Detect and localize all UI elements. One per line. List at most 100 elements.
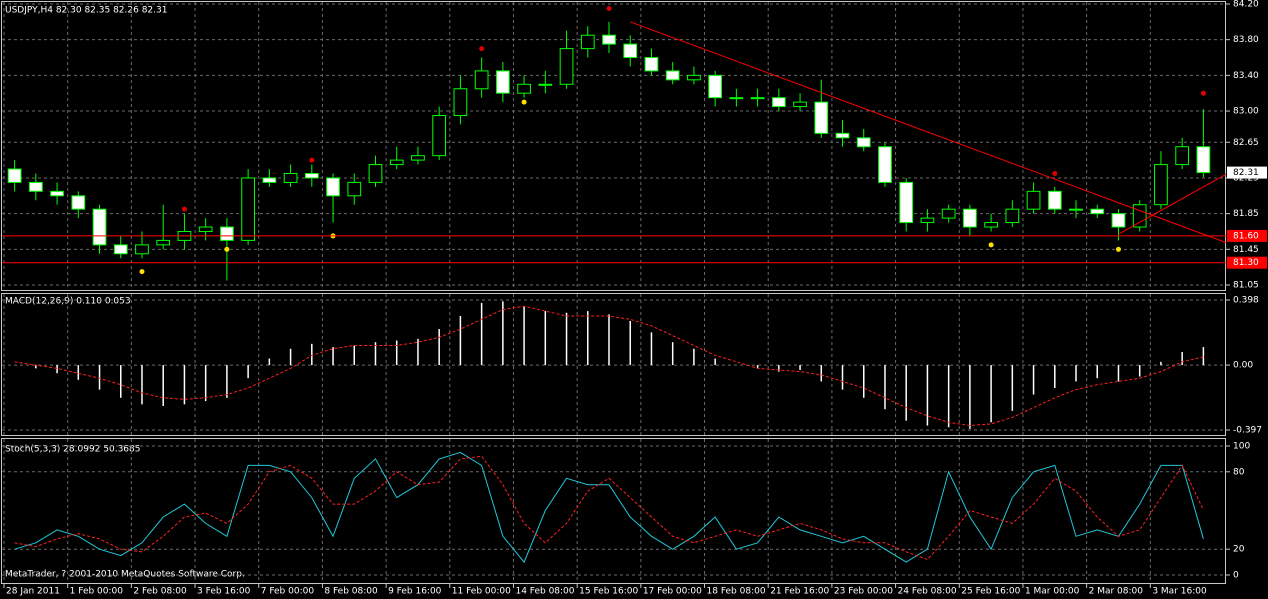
candle-body	[1069, 208, 1083, 211]
x-tick-label: 2 Feb 08:00	[133, 587, 187, 597]
price-label-box	[1227, 229, 1267, 242]
x-tick-label: 24 Feb 08:00	[898, 587, 957, 597]
y-tick-label: 100	[1233, 442, 1250, 452]
stoch-title: Stoch(5,3,3) 28.0992 50.3685	[5, 445, 140, 455]
candle-body	[1175, 146, 1190, 166]
x-tick-label: 1 Feb 00:00	[70, 587, 124, 597]
candle-body	[262, 177, 277, 183]
candle-body	[771, 97, 786, 108]
x-tick-label: 17 Feb 00:00	[643, 587, 702, 597]
fractal	[521, 99, 527, 105]
candle-body	[580, 34, 595, 50]
candle-body	[432, 115, 447, 157]
current-price-box	[1227, 166, 1267, 179]
candle-body	[856, 137, 871, 148]
candle-body	[411, 155, 425, 161]
candle-body	[198, 226, 213, 232]
candle-body	[899, 181, 914, 224]
y-tick-label: 0.398	[1233, 296, 1259, 306]
fractal	[224, 246, 230, 252]
candle-body	[602, 34, 616, 45]
x-tick-label: 25 Feb 16:00	[961, 587, 1020, 597]
current-price-label: 82.31	[1233, 168, 1259, 178]
y-tick-label: 80	[1233, 467, 1245, 477]
pane-frames	[1, 1, 1226, 584]
x-tick-label: 21 Feb 16:00	[770, 587, 829, 597]
y-tick-label: 84.20	[1233, 0, 1259, 10]
x-tick-label: 1 Mar 00:00	[1025, 587, 1080, 597]
macd-pane	[1, 293, 1226, 436]
x-tick-label: 8 Feb 08:00	[324, 587, 378, 597]
y-tick-label: 81.85	[1233, 209, 1259, 219]
price-label-box	[1227, 256, 1267, 269]
x-tick-label: 15 Feb 16:00	[579, 587, 638, 597]
y-tick-label: 81.05	[1233, 281, 1259, 291]
fractal	[309, 157, 315, 163]
x-tick-label: 23 Feb 00:00	[834, 587, 893, 597]
fractal	[988, 242, 994, 248]
candle-body	[878, 146, 892, 183]
y-tick-label: 83.00	[1233, 107, 1259, 117]
price-label: 81.60	[1233, 231, 1259, 241]
y-tick-label: 0.00	[1233, 361, 1253, 371]
candle-body	[7, 168, 22, 183]
candle-body	[156, 239, 171, 246]
fractal	[479, 46, 485, 52]
stoch-pane	[1, 438, 1226, 584]
series-line	[14, 451, 1204, 564]
candle-body	[963, 208, 977, 228]
candle-body	[113, 244, 128, 255]
candle-body	[1047, 190, 1062, 210]
candle-body	[71, 195, 86, 210]
y-tick-label: 0	[1233, 571, 1239, 581]
candle-body	[920, 217, 935, 224]
candle-body	[835, 132, 850, 139]
candle-body	[517, 83, 531, 94]
series-line	[14, 305, 1204, 427]
candle-body	[1132, 204, 1147, 228]
candle-body	[687, 74, 701, 81]
y-tick-label: 20	[1233, 545, 1245, 555]
candle-body	[1026, 190, 1041, 210]
candle-body	[644, 57, 659, 72]
candle-body	[1005, 208, 1020, 224]
fractal	[1200, 90, 1206, 96]
candle-body	[347, 181, 362, 197]
x-tick-label: 3 Feb 16:00	[197, 587, 251, 597]
candle-body	[135, 244, 149, 255]
candle-body	[538, 83, 553, 86]
x-tick-label: 14 Feb 08:00	[515, 587, 574, 597]
candle-body	[1090, 208, 1105, 215]
fractal	[1115, 246, 1121, 252]
x-tick-label: 18 Feb 08:00	[707, 587, 766, 597]
candle-body	[1111, 213, 1126, 228]
candle-body	[814, 101, 829, 134]
y-tick-label: 83.40	[1233, 71, 1259, 81]
x-tick-label: 28 Jan 2011	[6, 587, 60, 597]
candle-body	[623, 43, 638, 59]
candle-body	[708, 74, 723, 99]
candle-body	[304, 172, 319, 179]
y-tick-label: 82.65	[1233, 138, 1259, 148]
candle-body	[1154, 164, 1168, 206]
candle-body	[389, 159, 404, 166]
candle-body	[750, 97, 765, 100]
candle-body	[729, 97, 744, 100]
candle-body	[793, 101, 807, 108]
candle-body	[220, 226, 234, 241]
x-tick-label: 3 Mar 16:00	[1152, 587, 1207, 597]
chart-title: USDJPY,H4 82.30 82.35 82.26 82.31	[5, 6, 167, 16]
y-tick-label: -0.397	[1233, 426, 1262, 436]
y-tick-label: 81.45	[1233, 245, 1259, 255]
fractal	[1052, 170, 1058, 176]
y-tick-label: 83.80	[1233, 35, 1259, 45]
x-tick-label: 11 Feb 00:00	[452, 587, 511, 597]
x-tick-label: 9 Feb 16:00	[388, 587, 442, 597]
x-tick-label: 2 Mar 08:00	[1089, 587, 1144, 597]
price-label: 81.30	[1233, 258, 1259, 268]
trendline	[630, 21, 1227, 243]
candle-body	[559, 48, 574, 85]
candle-body	[28, 181, 43, 192]
candle-body	[241, 177, 255, 241]
